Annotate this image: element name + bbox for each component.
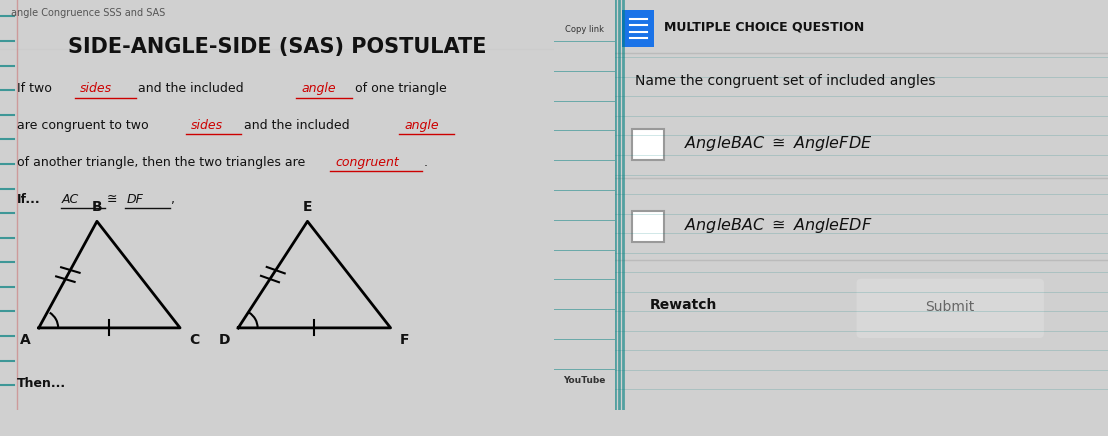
- Text: of another triangle, then the two triangles are: of another triangle, then the two triang…: [17, 156, 305, 169]
- FancyBboxPatch shape: [633, 211, 665, 242]
- FancyBboxPatch shape: [856, 279, 1044, 338]
- Text: B: B: [92, 200, 102, 214]
- FancyBboxPatch shape: [633, 129, 665, 160]
- Text: and the included: and the included: [138, 82, 244, 95]
- Text: $\mathit{AngleBAC}$ $\cong$ $\mathit{AngleFDE}$: $\mathit{AngleBAC}$ $\cong$ $\mathit{Ang…: [684, 134, 872, 153]
- Text: Rewatch: Rewatch: [649, 298, 717, 312]
- Text: If two: If two: [17, 82, 51, 95]
- Text: F: F: [400, 333, 409, 347]
- Text: D: D: [218, 333, 230, 347]
- Text: Name the congruent set of included angles: Name the congruent set of included angle…: [635, 74, 935, 88]
- Text: and the included: and the included: [244, 119, 349, 132]
- Text: ≅: ≅: [106, 193, 116, 206]
- Text: sides: sides: [192, 119, 223, 132]
- Text: Copy link: Copy link: [565, 24, 604, 34]
- Text: ,: ,: [171, 193, 175, 206]
- Text: C: C: [188, 333, 199, 347]
- Text: angle: angle: [404, 119, 439, 132]
- Text: MULTIPLE CHOICE QUESTION: MULTIPLE CHOICE QUESTION: [665, 20, 864, 34]
- Text: DF: DF: [126, 193, 143, 206]
- Text: Submit: Submit: [925, 300, 975, 314]
- Text: AC: AC: [62, 193, 80, 206]
- Text: .: .: [423, 156, 428, 169]
- Text: are congruent to two: are congruent to two: [17, 119, 148, 132]
- Text: YouTube: YouTube: [563, 376, 606, 385]
- Text: angle: angle: [301, 82, 337, 95]
- Text: $\mathit{AngleBAC}$ $\cong$ $\mathit{AngleEDF}$: $\mathit{AngleBAC}$ $\cong$ $\mathit{Ang…: [684, 216, 873, 235]
- Text: sides: sides: [80, 82, 112, 95]
- Text: SIDE-ANGLE-SIDE (SAS) POSTULATE: SIDE-ANGLE-SIDE (SAS) POSTULATE: [68, 37, 486, 57]
- Text: A: A: [20, 333, 30, 347]
- Text: of one triangle: of one triangle: [355, 82, 447, 95]
- Text: If...: If...: [17, 193, 40, 206]
- FancyBboxPatch shape: [623, 10, 655, 47]
- Text: E: E: [302, 200, 312, 214]
- Text: angle Congruence SSS and SAS: angle Congruence SSS and SAS: [11, 8, 165, 18]
- Text: congruent: congruent: [336, 156, 399, 169]
- Text: Then...: Then...: [17, 377, 65, 390]
